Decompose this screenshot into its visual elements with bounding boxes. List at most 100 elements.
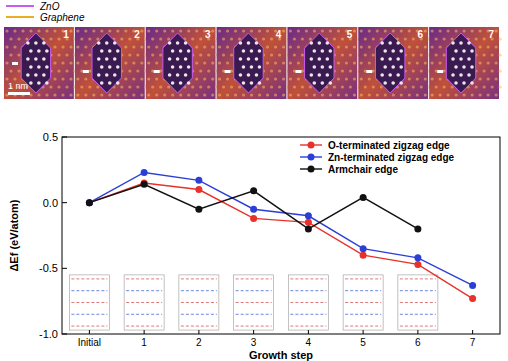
flake-dot [184, 57, 188, 61]
flake-dot [37, 81, 41, 85]
lattice-dot [471, 29, 474, 32]
lattice-dot [431, 61, 434, 64]
lattice-dot [364, 37, 367, 40]
lattice-dot [76, 29, 79, 32]
lattice-dot [435, 53, 438, 56]
lattice-dot [76, 61, 79, 64]
lattice-dot [360, 29, 363, 32]
lattice-dot [5, 61, 8, 64]
lattice-dot [345, 45, 348, 48]
inset-lattice [126, 314, 162, 315]
lattice-dot [69, 45, 72, 48]
lattice-dot [116, 93, 119, 96]
lattice-dot [207, 53, 210, 56]
inset-lattice [400, 278, 436, 279]
flake-dot [247, 73, 251, 77]
lattice-dot [100, 29, 103, 32]
lattice-dot [443, 37, 446, 40]
y-axis-title: ΔEf (eV/atom) [8, 199, 20, 271]
lattice-dot [270, 53, 273, 56]
lattice-dot [226, 61, 229, 64]
tem-frame: 5 [287, 27, 360, 99]
lattice-dot [278, 53, 281, 56]
lattice-dot [408, 61, 411, 64]
lattice-dot [341, 37, 344, 40]
lattice-dot [282, 61, 285, 64]
lattice-dot [65, 69, 68, 72]
lattice-dot [353, 93, 356, 96]
lattice-dot [53, 77, 56, 80]
y-tick-label: 0.5 [43, 131, 58, 143]
flake-dot [310, 41, 314, 45]
flake [375, 33, 404, 93]
lattice-dot [151, 53, 154, 56]
lattice-dot [9, 69, 12, 72]
lattice-dot [301, 85, 304, 88]
lattice-dot [424, 61, 427, 64]
lattice-dot [124, 77, 127, 80]
x-tick-label: 2 [196, 337, 202, 348]
lattice-dot [136, 53, 139, 56]
lattice-dot [408, 29, 411, 32]
lattice-dot [171, 29, 174, 32]
flake-dot [462, 49, 466, 53]
lattice-dot [163, 93, 166, 96]
lattice-dot [424, 29, 427, 32]
inset-lattice [345, 302, 381, 303]
lattice-dot [305, 93, 308, 96]
lattice-dot [455, 93, 458, 96]
inset-lattice [345, 278, 381, 279]
lattice-dot [207, 85, 210, 88]
lattice-dot [140, 93, 143, 96]
flake-dot [391, 81, 395, 85]
lattice-dot [84, 93, 87, 96]
lattice-dot [455, 29, 458, 32]
lattice-dot [353, 29, 356, 32]
panel-legend-label: Graphene [40, 12, 85, 23]
lattice-dot [128, 69, 131, 72]
flake-dot [45, 65, 49, 69]
lattice-dot [404, 85, 407, 88]
flake [92, 33, 121, 93]
inset-lattice [71, 326, 107, 327]
flake-dot [313, 81, 317, 85]
lattice-dot [341, 69, 344, 72]
flake-dot [113, 57, 117, 61]
lattice-dot [392, 93, 395, 96]
lattice-dot [92, 93, 95, 96]
x-tick [472, 330, 473, 334]
flake-dot [108, 81, 112, 85]
lattice-dot [140, 77, 143, 80]
lattice-dot [309, 37, 312, 40]
flake-dot [37, 49, 41, 53]
lattice-dot [337, 29, 340, 32]
lattice-dot [49, 37, 52, 40]
legend-marker [308, 166, 315, 173]
flake-dot [171, 65, 175, 69]
series-marker [360, 252, 367, 259]
lattice-dot [120, 85, 123, 88]
lattice-dot [195, 45, 198, 48]
lattice-dot [203, 61, 206, 64]
x-tick [144, 330, 145, 334]
lattice-dot [439, 29, 442, 32]
flake-dot [34, 41, 38, 45]
lattice-dot [337, 77, 340, 80]
lattice-dot [159, 53, 162, 56]
y-tick-label: -1.0 [39, 328, 58, 340]
series-marker [195, 186, 202, 193]
frame-label: 4 [276, 29, 282, 40]
series-marker [414, 254, 421, 261]
lattice-dot [360, 45, 363, 48]
flake-dot [383, 81, 387, 85]
lattice-dot [218, 93, 221, 96]
lattice-dot [195, 29, 198, 32]
x-tick-label: 1 [141, 337, 147, 348]
flake-dot [100, 65, 104, 69]
lattice-dot [270, 85, 273, 88]
lattice-dot [17, 37, 20, 40]
marker-tick [366, 70, 372, 73]
legend-marker [308, 142, 315, 149]
lattice-dot [483, 69, 486, 72]
flake-dot [97, 57, 101, 61]
